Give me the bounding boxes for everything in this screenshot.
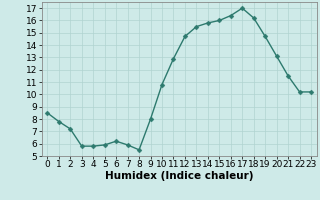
X-axis label: Humidex (Indice chaleur): Humidex (Indice chaleur): [105, 171, 253, 181]
